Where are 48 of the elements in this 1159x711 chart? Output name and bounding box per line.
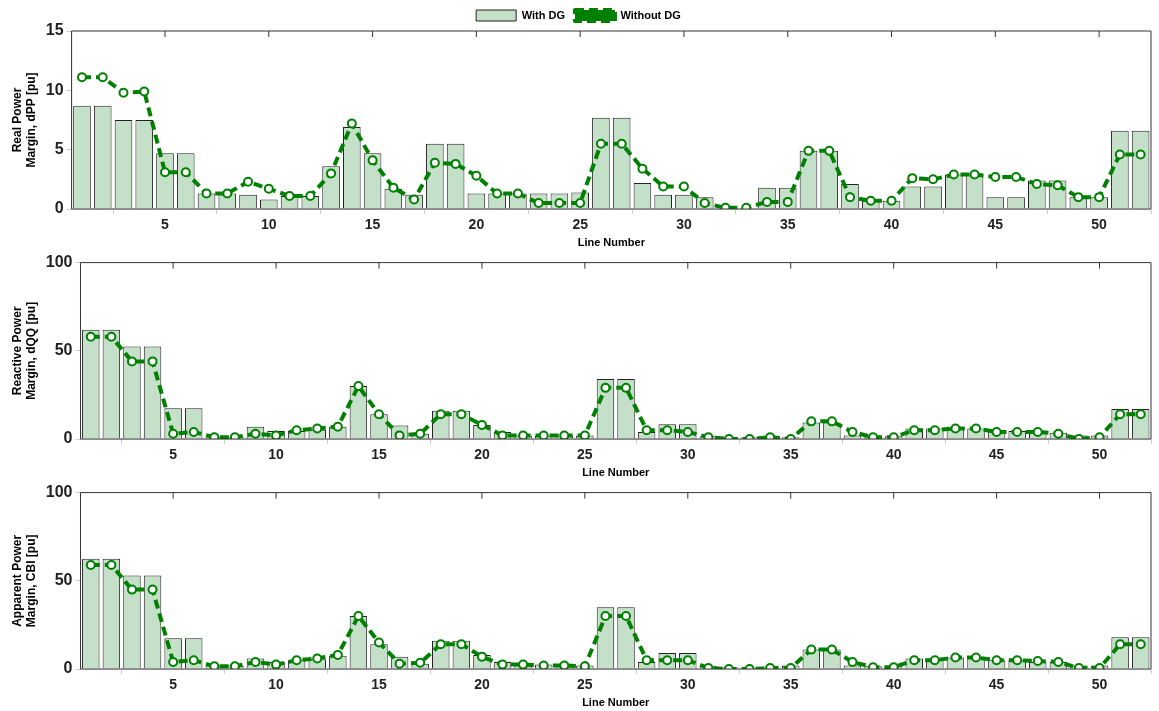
x-tick-label: 20 [474,446,490,463]
x-tick-label: 50 [1091,216,1108,233]
y-tick-label: 15 [45,21,64,39]
x-axis-title: Line Number [582,696,651,709]
x-tick-label: 35 [782,446,799,463]
x-tick-label: 25 [572,216,589,233]
y-tick-label: 10 [45,80,64,98]
legend-label: With DG [521,8,565,21]
x-tick-label: 10 [261,216,277,233]
y-tick-label: 0 [54,199,64,217]
x-tick-label: 5 [169,676,178,693]
y-tick-label: 0 [63,429,73,447]
x-tick-label: 5 [169,446,178,463]
y-tick-label: 100 [45,483,73,501]
x-tick-label: 15 [371,446,387,463]
x-tick-label: 45 [988,676,1005,693]
y-tick-label: 5 [54,140,64,158]
y-tick-label: 50 [54,341,73,359]
y-axis-title: Apparent Power Margin, CBI [pu] [9,534,38,628]
x-tick-label: 45 [988,446,1005,463]
x-tick-label: 40 [883,216,900,233]
x-tick-label: 5 [161,216,170,233]
x-tick-label: 10 [268,676,285,693]
x-tick-label: 25 [577,446,593,463]
x-tick-label: 50 [1091,676,1108,693]
x-tick-label: 30 [676,216,692,233]
y-tick-label: 50 [54,571,73,589]
x-axis-title: Line Number [577,236,646,249]
x-tick-label: 20 [468,216,485,233]
x-tick-label: 30 [680,676,696,693]
x-tick-label: 25 [577,676,593,693]
y-tick-label: 100 [45,253,73,271]
x-tick-label: 30 [680,446,696,463]
x-tick-label: 15 [364,216,381,233]
legend-label: Without DG [620,8,681,21]
x-tick-label: 45 [987,216,1004,233]
y-axis-title: Reactive Power Margin, dQQ [pu] [9,301,38,400]
y-tick-label: 0 [63,659,73,677]
x-tick-label: 40 [885,446,902,463]
x-tick-label: 20 [474,676,490,693]
x-tick-label: 40 [885,676,902,693]
x-tick-label: 50 [1091,446,1108,463]
x-tick-label: 10 [268,446,285,463]
x-tick-label: 35 [779,216,796,233]
x-tick-label: 15 [371,676,387,693]
y-axis-title: Real Power Margin, dPP [pu] [9,72,38,168]
x-tick-label: 35 [782,676,799,693]
x-axis-title: Line Number [582,466,651,479]
